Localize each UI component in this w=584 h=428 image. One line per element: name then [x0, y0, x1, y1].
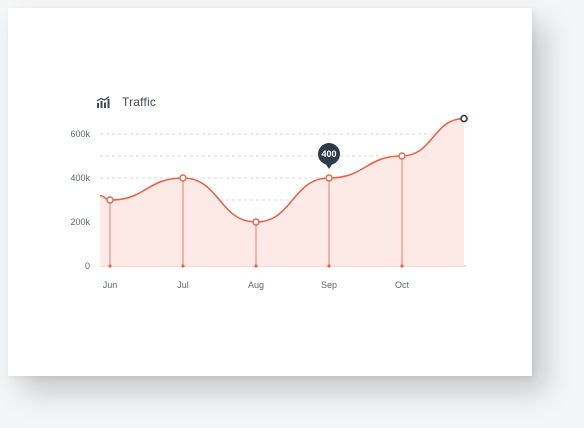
data-point	[398, 152, 406, 160]
baseline-dot	[254, 264, 258, 268]
bar-chart-trend-icon	[96, 96, 110, 108]
data-points	[106, 114, 468, 226]
chart-header: Traffic	[96, 94, 156, 110]
y-axis-labels: 0 200k 400k 600k	[70, 129, 90, 271]
y-tick-label: 400k	[70, 173, 90, 183]
baseline-dot	[181, 264, 185, 268]
data-point	[106, 196, 114, 204]
chart-title: Traffic	[122, 95, 157, 109]
callout-pointer	[325, 163, 333, 169]
x-tick-label: Oct	[395, 280, 410, 290]
value-callout: 400	[318, 143, 340, 169]
end-point	[460, 114, 468, 123]
callout-bubble	[318, 143, 340, 165]
x-tick-label: Jun	[103, 280, 118, 290]
x-axis-labels: Jun Jul Aug Sep Oct	[103, 280, 410, 290]
y-tick-label: 0	[85, 261, 90, 271]
x-tick-label: Sep	[321, 280, 337, 290]
series-area	[100, 118, 464, 266]
y-tick-label: 600k	[70, 129, 90, 139]
data-point	[179, 174, 187, 182]
drop-lines	[108, 156, 404, 268]
baseline-dot	[327, 264, 331, 268]
baseline-dot	[108, 264, 112, 268]
baseline-dot	[400, 264, 404, 268]
data-point	[325, 174, 333, 182]
data-point	[252, 218, 260, 226]
x-tick-label: Aug	[248, 280, 264, 290]
x-tick-label: Jul	[177, 280, 189, 290]
callout-label: 400	[321, 149, 336, 159]
y-tick-label: 200k	[70, 217, 90, 227]
